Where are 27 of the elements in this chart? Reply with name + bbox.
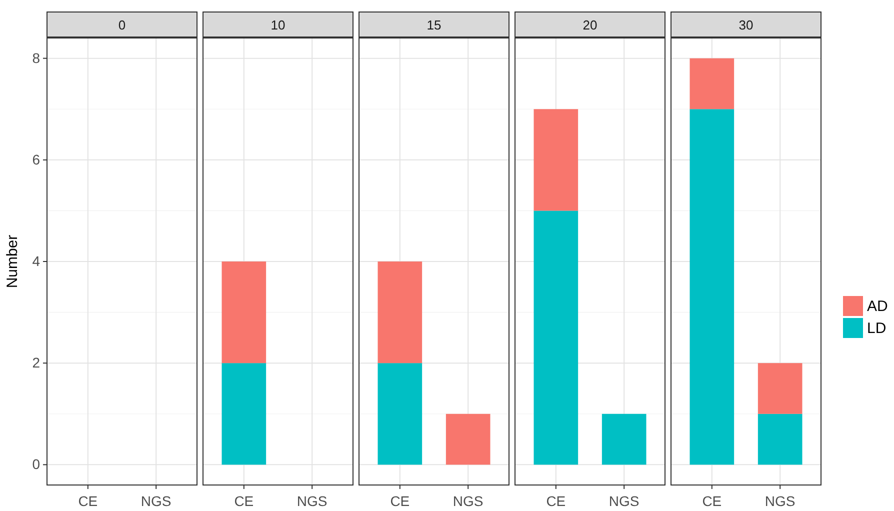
chart-title: 20 [582,18,598,32]
x-tick-label: NGS [764,493,796,509]
chart-title: 30 [738,18,754,32]
bar [758,363,802,414]
x-tick-label: NGS [608,493,640,509]
chart-title: 10 [270,18,286,32]
y-tick-label: 6 [32,151,40,168]
chart-title: 15 [426,18,442,32]
x-tick-label: CE [546,493,566,509]
legend-label: LD [867,320,886,337]
x-tick-label: CE [234,493,254,509]
bar [758,414,802,465]
y-tick-label: 8 [32,50,40,66]
x-tick-label: CE [390,493,410,509]
y-tick-label: 4 [32,252,40,269]
x-tick-label: NGS [140,493,172,509]
bar [690,58,734,110]
y-axis-title: Number [4,234,21,288]
legend-label: AD [867,298,888,315]
x-tick-label: NGS [296,493,328,509]
y-tick-label: 0 [32,456,40,472]
y-tick-label: 2 [32,354,40,371]
x-tick-label: CE [702,493,722,509]
bar [690,109,734,465]
chart-title: 0 [118,18,126,32]
x-tick-label: NGS [452,493,484,509]
x-tick-label: CE [78,493,98,509]
